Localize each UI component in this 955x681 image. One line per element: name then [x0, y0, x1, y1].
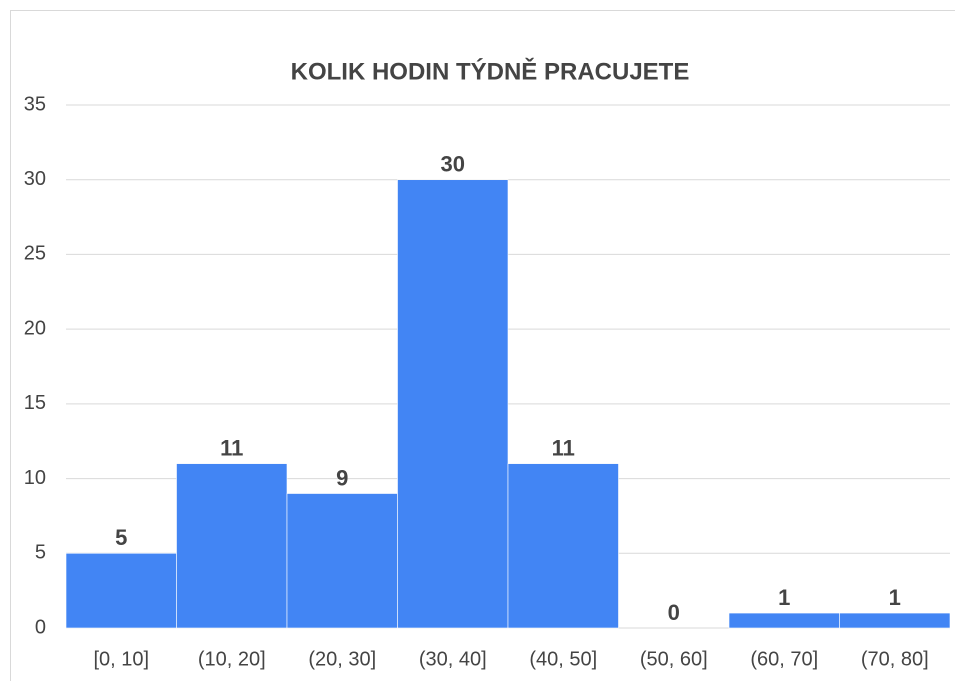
bar	[65, 552, 177, 629]
x-tick-label: (20, 30]	[308, 648, 376, 670]
data-label: 0	[668, 600, 680, 625]
x-tick-label: (60, 70]	[750, 648, 818, 670]
data-label: 1	[889, 585, 901, 610]
data-label: 30	[441, 152, 465, 177]
chart-title: KOLIK HODIN TÝDNĚ PRACUJETE	[291, 57, 690, 85]
bar	[176, 463, 288, 629]
data-label: 11	[220, 435, 243, 460]
y-tick-label: 0	[35, 616, 46, 638]
bar	[507, 463, 619, 629]
y-tick-label: 15	[24, 392, 46, 414]
data-label: 1	[778, 585, 790, 610]
data-label: 11	[552, 435, 575, 460]
y-tick-label: 30	[24, 168, 46, 190]
x-tick-label: (70, 80]	[861, 648, 929, 670]
x-tick-label: (50, 60]	[640, 648, 708, 670]
x-tick-label: [0, 10]	[93, 648, 149, 670]
bar	[286, 493, 398, 629]
data-label: 5	[115, 525, 127, 550]
y-tick-label: 20	[24, 317, 46, 339]
data-label: 9	[336, 465, 348, 490]
y-tick-label: 10	[24, 467, 46, 489]
y-tick-label: 5	[35, 542, 46, 564]
y-tick-label: 25	[24, 243, 46, 265]
y-tick-label: 35	[24, 93, 46, 115]
bar	[839, 612, 951, 629]
x-tick-label: (30, 40]	[419, 648, 487, 670]
x-tick-label: (10, 20]	[198, 648, 266, 670]
bar	[728, 612, 840, 629]
x-tick-label: (40, 50]	[529, 648, 597, 670]
chart-border	[10, 10, 955, 681]
bar	[397, 179, 509, 629]
